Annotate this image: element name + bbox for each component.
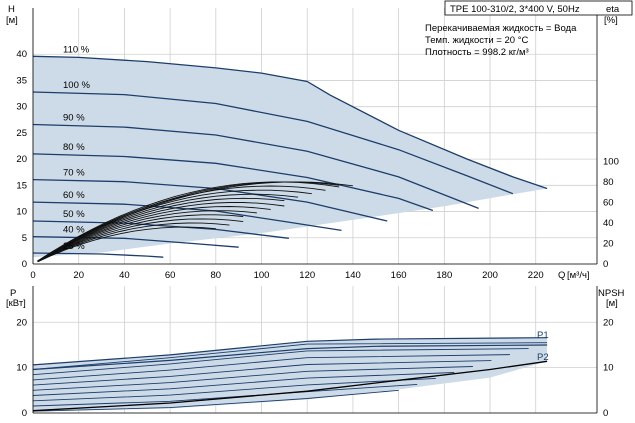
x-tick-label: 80 [211, 270, 222, 281]
power-series-p2 [32, 344, 548, 371]
x-tick-label: 120 [299, 270, 315, 281]
head-curve-label: 60 % [63, 190, 85, 201]
head-curve [32, 91, 514, 195]
head-curve-label: 90 % [63, 112, 85, 123]
head-curve-label: 110 % [63, 44, 90, 55]
y-axis-label-h: H [8, 4, 15, 15]
y2-tick-label: 0 [603, 259, 608, 270]
title-box [444, 0, 633, 16]
head-curve-label: 40 % [63, 225, 85, 236]
power-curve [32, 366, 473, 391]
efficiency-curve [37, 202, 285, 262]
y-tick-label: 20 [16, 154, 27, 165]
x-tick-label: 200 [482, 270, 498, 281]
power-curve [32, 348, 529, 376]
y2-axis-label-eta: eta [606, 4, 620, 15]
y-tick-label: 40 [16, 49, 27, 60]
y2-axis-unit-eta: [%] [604, 15, 618, 26]
series-label-p2: P2 [537, 352, 549, 363]
power-curve [32, 377, 436, 402]
x-tick-label: 140 [345, 270, 361, 281]
y-tick-label: 30 [16, 102, 27, 113]
x-tick-label: 60 [165, 270, 176, 281]
head-curve-label: 50 % [63, 209, 85, 220]
power-curve [32, 360, 492, 386]
efficiency-curve [37, 222, 230, 263]
y2-tick-label: 80 [603, 177, 614, 188]
head-curve [32, 220, 289, 239]
npsh-tick-label: 0 [603, 408, 608, 419]
y-axis-label-p: P [10, 288, 16, 299]
p-tick-label: 0 [22, 408, 27, 419]
info-temperature: Темп. жидкости = 20 °C [425, 35, 528, 46]
x-tick-label: 0 [30, 270, 35, 281]
efficiency-curve [37, 181, 353, 262]
y-tick-label: 5 [22, 233, 27, 244]
y2-axis-label-npsh: NPSH [598, 288, 625, 299]
x-tick-label: 100 [254, 270, 270, 281]
power-curve [32, 389, 399, 412]
head-curve [32, 55, 548, 190]
y2-tick-label: 40 [603, 218, 614, 229]
power-series-p1 [32, 337, 548, 366]
y-tick-label: 10 [16, 207, 27, 218]
head-curve-label: 70 % [63, 168, 85, 179]
chart-title: TPE 100-310/2, 3*400 V, 50Hz [450, 4, 580, 15]
p-tick-label: 10 [16, 363, 27, 374]
y-axis-unit-p: [кВт] [6, 298, 26, 309]
efficiency-curve [37, 210, 257, 262]
head-curve [32, 252, 164, 258]
info-fluid: Перекачиваемая жидкость = Вода [425, 23, 577, 34]
y-tick-label: 25 [16, 128, 27, 139]
npsh-tick-label: 10 [603, 363, 614, 374]
p-tick-label: 20 [16, 317, 27, 328]
head-curve [32, 153, 434, 212]
y2-tick-label: 20 [603, 238, 614, 249]
efficiency-curve [37, 226, 216, 263]
efficiency-curve [37, 214, 244, 262]
head-curve-label: 100 % [63, 80, 90, 91]
power-curve [32, 354, 511, 381]
y2-tick-label: 100 [603, 156, 619, 167]
x-tick-label: 180 [436, 270, 452, 281]
y-axis-unit-h: [м] [6, 15, 18, 26]
x-axis-unit-q: [м³/ч] [567, 270, 590, 281]
x-tick-label: 40 [119, 270, 130, 281]
info-density: Плотность = 998.2 кг/м³ [425, 47, 529, 58]
head-curve-label: 80 % [63, 142, 85, 153]
x-tick-label: 220 [528, 270, 544, 281]
x-tick-label: 20 [73, 270, 84, 281]
y2-axis-unit-npsh: [м] [606, 298, 618, 309]
power-curve [32, 372, 455, 396]
y-tick-label: 0 [22, 259, 27, 270]
x-tick-label: 160 [391, 270, 407, 281]
npsh-tick-label: 20 [603, 317, 614, 328]
x-axis-label-q: Q [558, 270, 565, 281]
efficiency-curve [37, 197, 285, 262]
y2-tick-label: 60 [603, 197, 614, 208]
power-curve [32, 342, 548, 370]
y-tick-label: 35 [16, 75, 27, 86]
head-curve [32, 123, 479, 210]
npsh-curve [32, 360, 548, 412]
efficiency-curve [37, 218, 244, 263]
y-tick-label: 15 [16, 180, 27, 191]
series-label-p1: P1 [537, 330, 549, 341]
head-curve-label: 25 % [63, 241, 85, 252]
efficiency-curve [37, 206, 271, 262]
